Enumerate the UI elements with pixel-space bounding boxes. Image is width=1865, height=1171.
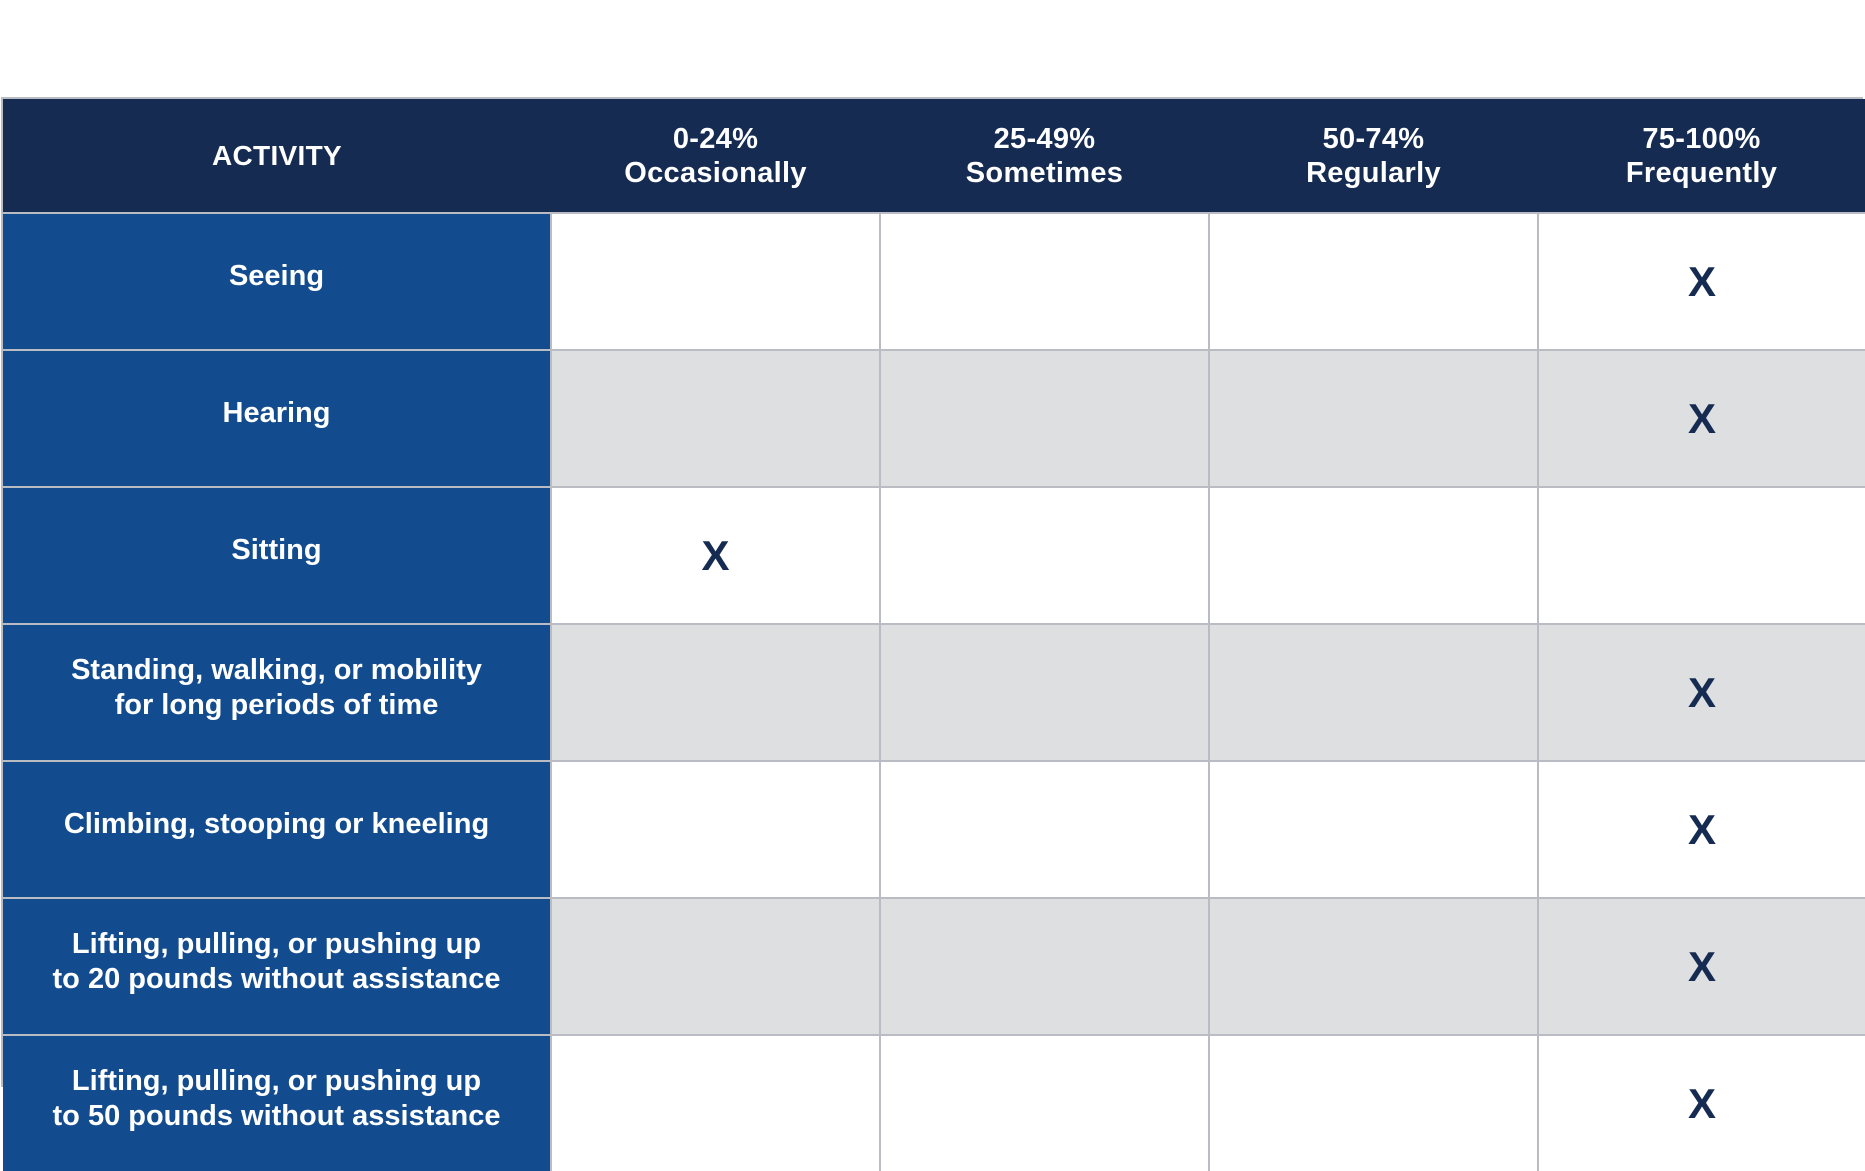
header-frequency-label: Sometimes: [965, 156, 1124, 189]
activity-label-line-2: to 20 pounds without assistance: [52, 962, 501, 995]
activity-label: Sitting: [231, 534, 322, 566]
mark-cell-occasionally: [550, 760, 881, 899]
header-frequency-label: Regularly: [1306, 156, 1441, 189]
mark-cell-frequently: X: [1537, 623, 1865, 762]
activity-frequency-table: ACTIVITY 0-24% Occasionally 25-49% Somet…: [3, 99, 1865, 1171]
header-range: 75-100%: [1642, 122, 1761, 155]
mark-cell-occasionally: [550, 1034, 881, 1171]
table-row-hearing: Hearing X: [3, 349, 1865, 488]
header-frequency-label: Occasionally: [624, 156, 807, 189]
mark-cell-occasionally: X: [550, 486, 881, 625]
mark-cell-sometimes: [879, 623, 1210, 762]
mark-cell-regularly: [1208, 623, 1539, 762]
activity-cell: Lifting, pulling, or pushing up to 50 po…: [3, 1034, 552, 1171]
mark-cell-frequently: X: [1537, 349, 1865, 488]
activity-label-line-1: Standing, walking, or mobility: [71, 653, 482, 686]
mark-cell-regularly: [1208, 212, 1539, 351]
table-row-standing: Standing, walking, or mobility for long …: [3, 623, 1865, 762]
activity-label-line-2: for long periods of time: [114, 688, 439, 721]
table-row-seeing: Seeing X: [3, 212, 1865, 351]
mark-cell-occasionally: [550, 349, 881, 488]
mark-cell-occasionally: [550, 897, 881, 1036]
header-range: 0-24%: [672, 122, 759, 155]
header-regularly: 50-74% Regularly: [1209, 99, 1538, 213]
activity-cell: Hearing: [3, 349, 552, 488]
activity-label-line-1: Lifting, pulling, or pushing up: [71, 1064, 482, 1097]
table-row-climbing: Climbing, stooping or kneeling X: [3, 760, 1865, 899]
mark-cell-sometimes: [879, 897, 1210, 1036]
mark-cell-occasionally: [550, 212, 881, 351]
activity-label: Hearing: [222, 397, 331, 429]
mark-cell-regularly: [1208, 349, 1539, 488]
mark-cell-regularly: [1208, 1034, 1539, 1171]
mark-cell-frequently: X: [1537, 212, 1865, 351]
mark-cell-regularly: [1208, 897, 1539, 1036]
activity-label: Climbing, stooping or kneeling: [63, 808, 490, 840]
table-row-lifting-20: Lifting, pulling, or pushing up to 20 po…: [3, 897, 1865, 1036]
activity-cell: Lifting, pulling, or pushing up to 20 po…: [3, 897, 552, 1036]
activity-cell: Seeing: [3, 212, 552, 351]
mark-cell-frequently: X: [1537, 760, 1865, 899]
mark-cell-frequently: X: [1537, 897, 1865, 1036]
mark-cell-frequently: [1537, 486, 1865, 625]
mark-cell-sometimes: [879, 1034, 1210, 1171]
mark-cell-frequently: X: [1537, 1034, 1865, 1171]
header-activity: ACTIVITY: [3, 99, 551, 213]
table-row-lifting-50: Lifting, pulling, or pushing up to 50 po…: [3, 1034, 1865, 1171]
header-sometimes: 25-49% Sometimes: [880, 99, 1209, 213]
header-frequently: 75-100% Frequently: [1538, 99, 1865, 213]
activity-cell: Climbing, stooping or kneeling: [3, 760, 552, 899]
header-range: 25-49%: [993, 122, 1096, 155]
table-row-sitting: Sitting X: [3, 486, 1865, 625]
mark-cell-sometimes: [879, 212, 1210, 351]
mark-cell-occasionally: [550, 623, 881, 762]
header-frequency-label: Frequently: [1625, 156, 1778, 189]
mark-cell-sometimes: [879, 760, 1210, 899]
mark-cell-regularly: [1208, 760, 1539, 899]
table-header-row: ACTIVITY 0-24% Occasionally 25-49% Somet…: [3, 99, 1865, 213]
activity-frequency-table-wrapper: ACTIVITY 0-24% Occasionally 25-49% Somet…: [1, 97, 1865, 1171]
activity-cell: Sitting: [3, 486, 552, 625]
activity-label-line-1: Lifting, pulling, or pushing up: [71, 927, 482, 960]
mark-cell-sometimes: [879, 349, 1210, 488]
mark-cell-regularly: [1208, 486, 1539, 625]
header-range: 50-74%: [1322, 122, 1425, 155]
header-occasionally: 0-24% Occasionally: [551, 99, 880, 213]
mark-cell-sometimes: [879, 486, 1210, 625]
activity-cell: Standing, walking, or mobility for long …: [3, 623, 552, 762]
header-activity-label: ACTIVITY: [212, 139, 342, 171]
activity-label: Seeing: [228, 260, 325, 292]
activity-label-line-2: to 50 pounds without assistance: [52, 1099, 501, 1132]
